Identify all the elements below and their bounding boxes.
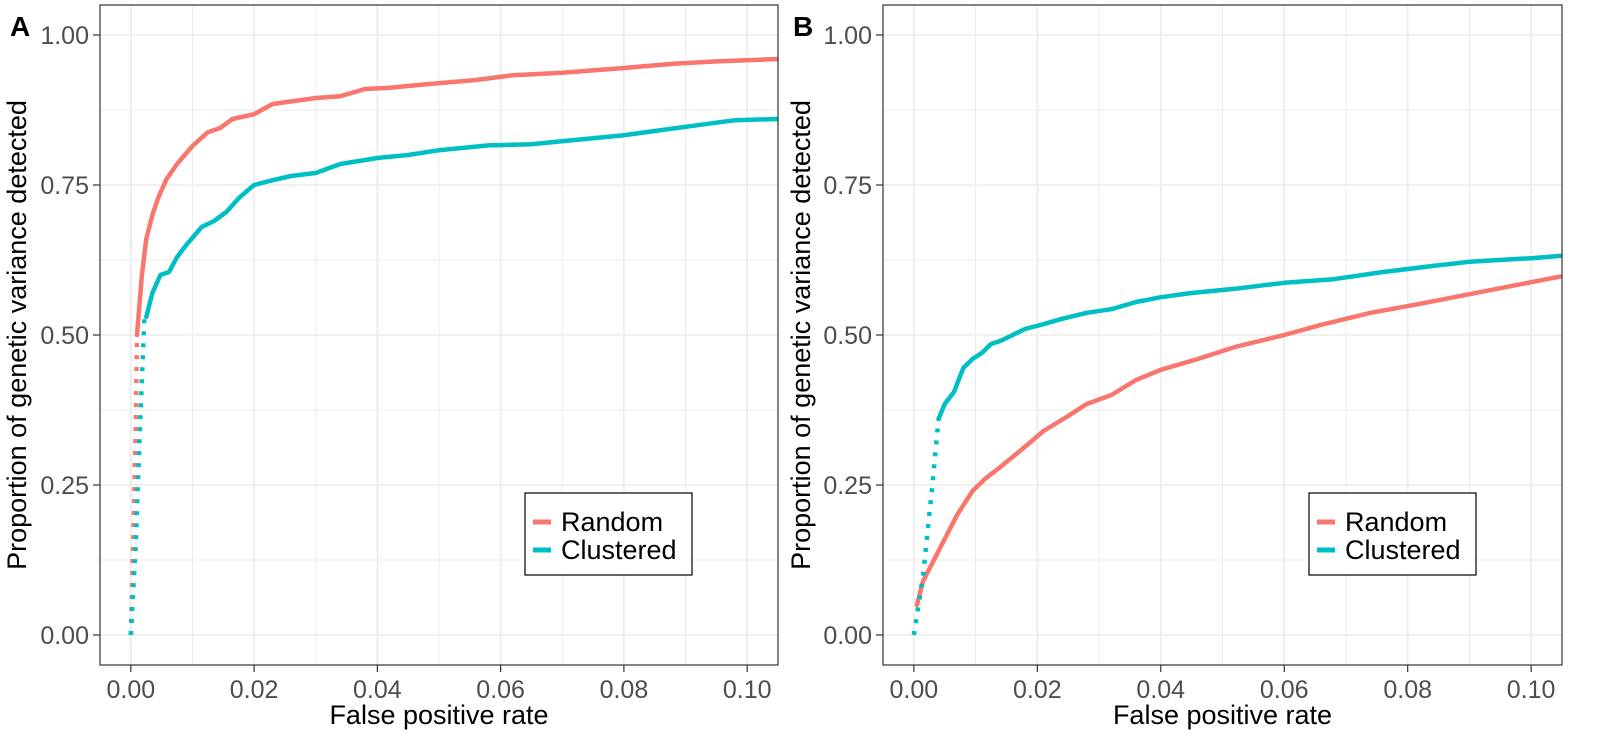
series-clustered-line: [936, 253, 1562, 422]
y-tick-label: 0.50: [823, 322, 872, 350]
panel-tag: B: [793, 11, 813, 42]
y-tick-label: 0.00: [823, 622, 872, 650]
axis-ticks: 0.00 0.02 0.04 0.06 0.08 0.10 0.00 0.25 0.50 0.75…: [40, 22, 771, 704]
y-tick-label: 0.25: [40, 472, 89, 500]
series-lines: [128, 56, 778, 636]
y-tick-label: 0.75: [40, 172, 89, 200]
series-random-line: [134, 56, 778, 338]
series-lines: [911, 253, 1562, 636]
y-tick-label: 1.00: [823, 22, 872, 50]
panel-a: 0.00 0.02 0.04 0.06 0.08 0.10 0.00 0.25 0.50 0.75…: [2, 4, 779, 730]
y-tick-label: 0.25: [823, 472, 872, 500]
series-random-line: [914, 273, 1562, 608]
x-tick-label: 0.06: [476, 676, 525, 704]
x-axis-title: False positive rate: [329, 700, 548, 730]
x-tick-label: 0.06: [1260, 676, 1309, 704]
series-clustered-line: [143, 116, 778, 320]
legend-box: [1308, 492, 1477, 576]
x-tick-label: 0.00: [890, 676, 939, 704]
legend-box: [524, 492, 693, 576]
x-tick-label: 0.00: [106, 676, 155, 704]
y-axis-title: Proportion of genetic variance detected: [2, 100, 32, 570]
x-tick-label: 0.10: [723, 676, 772, 704]
axis-ticks: 0.00 0.02 0.04 0.06 0.08 0.10 0.00 0.25 0.50 0.75…: [823, 22, 1555, 704]
x-tick-label: 0.10: [1507, 676, 1556, 704]
x-axis-title: False positive rate: [1113, 700, 1332, 730]
y-tick-label: 1.00: [40, 22, 89, 50]
x-tick-label: 0.04: [353, 676, 402, 704]
panel-tag: A: [10, 11, 30, 42]
series-clustered-dotted-line: [128, 316, 147, 636]
legend-label-clustered: Clustered: [561, 535, 677, 565]
legend-label-clustered: Clustered: [1345, 535, 1461, 565]
x-tick-label: 0.02: [1013, 676, 1062, 704]
legend-label-random: Random: [561, 507, 663, 537]
x-tick-label: 0.08: [600, 676, 649, 704]
y-axis-title: Proportion of genetic variance detected: [786, 100, 816, 570]
x-tick-label: 0.02: [230, 676, 279, 704]
y-tick-label: 0.00: [40, 622, 89, 650]
x-tick-label: 0.08: [1383, 676, 1432, 704]
panel-b: 0.00 0.02 0.04 0.06 0.08 0.10 0.00 0.25 0.50 0.75…: [786, 4, 1563, 730]
legend-label-random: Random: [1345, 507, 1447, 537]
x-tick-label: 0.04: [1136, 676, 1185, 704]
series-random-dotted-line: [128, 334, 140, 636]
y-tick-label: 0.75: [823, 172, 872, 200]
y-tick-label: 0.50: [40, 322, 89, 350]
